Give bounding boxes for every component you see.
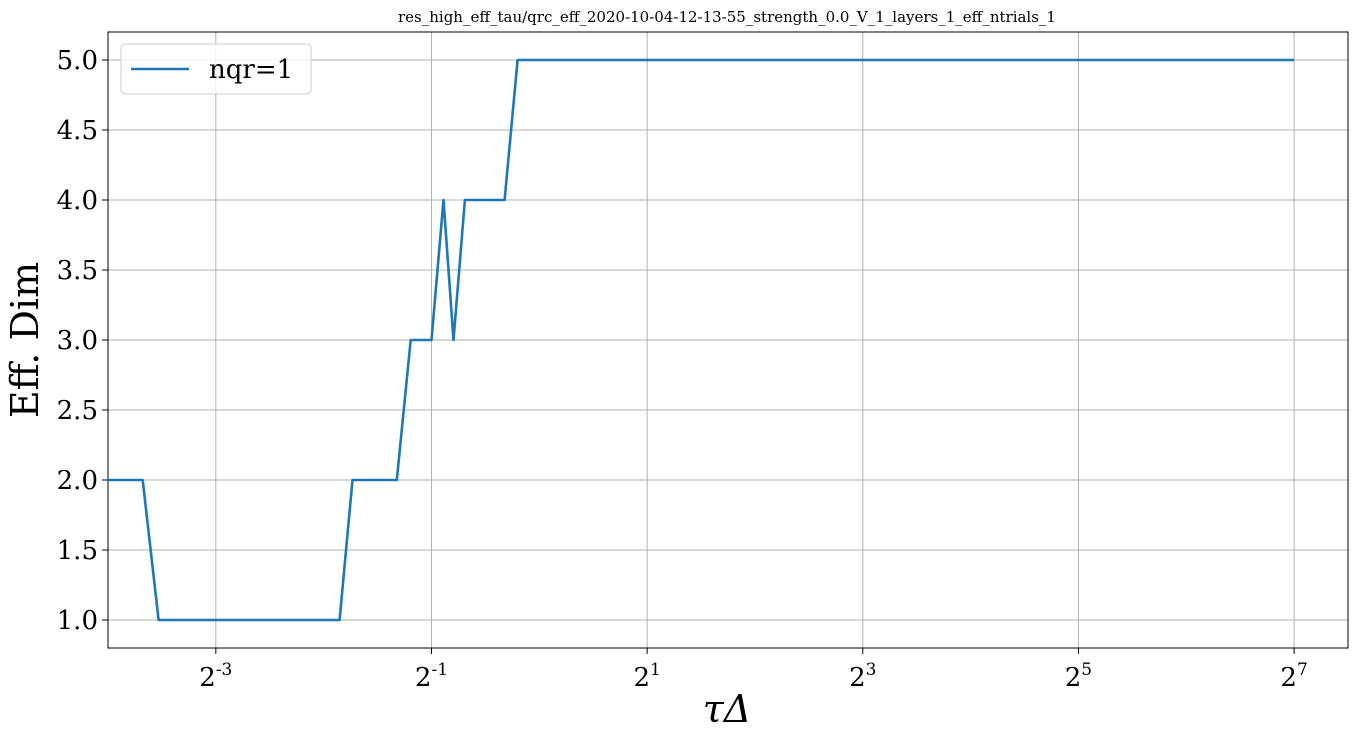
y-tick-label: 2.0 bbox=[57, 466, 98, 496]
x-tick-base: 2 bbox=[1065, 663, 1082, 693]
x-tick-exponent: 7 bbox=[1297, 660, 1308, 680]
y-tick-label: 3.5 bbox=[57, 256, 98, 286]
x-tick-base: 2 bbox=[415, 663, 432, 693]
y-tick-label: 4.5 bbox=[57, 116, 98, 146]
legend: nqr=1 bbox=[120, 43, 312, 95]
chart-title: res_high_eff_tau/qrc_eff_2020-10-04-12-1… bbox=[398, 8, 1056, 26]
y-tick-label: 3.0 bbox=[57, 326, 98, 356]
x-tick-exponent: 3 bbox=[866, 660, 877, 680]
x-tick-base: 2 bbox=[849, 663, 866, 693]
y-axis-label: Eff. Dim bbox=[3, 262, 47, 418]
legend-box bbox=[120, 43, 312, 95]
y-tick-label: 1.5 bbox=[57, 536, 98, 566]
legend-label: nqr=1 bbox=[209, 55, 293, 85]
x-tick-exponent: -1 bbox=[431, 660, 448, 680]
x-tick-label: 2-3 bbox=[199, 660, 232, 693]
grid bbox=[108, 32, 1348, 648]
x-tick-label: 23 bbox=[849, 660, 876, 693]
y-tick-label: 1.0 bbox=[57, 606, 98, 636]
series-line-1 bbox=[108, 58, 1295, 622]
y-tick-label: 2.5 bbox=[57, 396, 98, 426]
x-tick-exponent: 5 bbox=[1081, 660, 1092, 680]
ticks: 2-3 2-1 21 23 25 271.01.52.02.53.03.54.04.55.… bbox=[57, 46, 1308, 693]
y-tick-label: 5.0 bbox=[57, 46, 98, 76]
x-tick-base: 2 bbox=[199, 663, 216, 693]
x-axis-label: τΔ bbox=[703, 687, 751, 731]
x-tick-base: 2 bbox=[633, 663, 650, 693]
y-tick-label: 4.0 bbox=[57, 186, 98, 216]
x-tick-exponent: -3 bbox=[216, 660, 233, 680]
x-tick-label: 2-1 bbox=[415, 660, 448, 693]
x-tick-label: 21 bbox=[633, 660, 660, 693]
x-tick-label: 25 bbox=[1065, 660, 1092, 693]
x-tick-label: 27 bbox=[1280, 660, 1307, 693]
x-tick-exponent: 1 bbox=[650, 660, 661, 680]
x-tick-base: 2 bbox=[1280, 663, 1297, 693]
series-lines bbox=[108, 58, 1295, 622]
